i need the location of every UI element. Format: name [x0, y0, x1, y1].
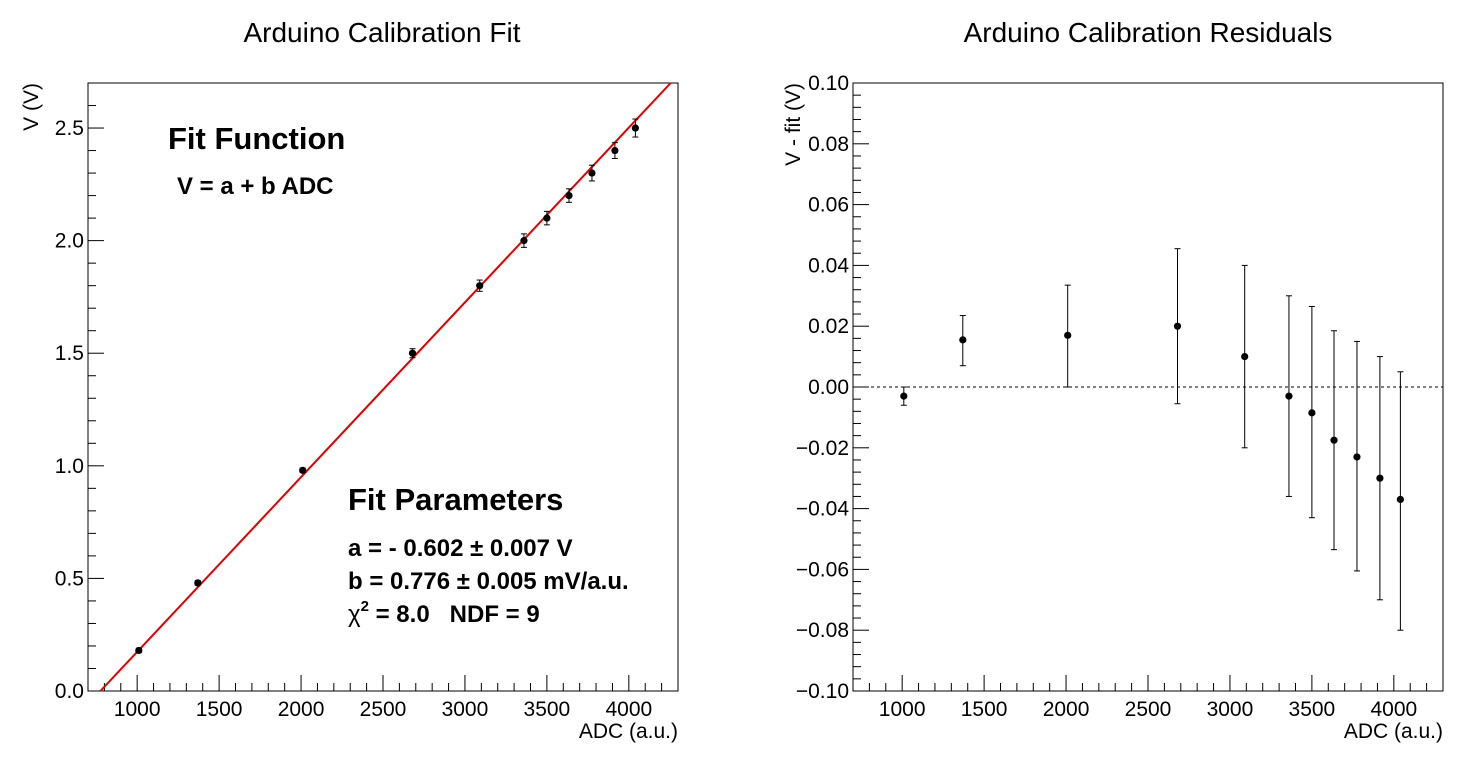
fit-data-point — [135, 646, 143, 655]
chi2-ndf-text: χ2 = 8.0 NDF = 9 — [348, 598, 540, 628]
fit-y-tick-label: 1.5 — [55, 342, 84, 365]
fit-data-points — [135, 118, 639, 655]
fit-line-group — [99, 82, 672, 692]
fit-axis-ticks: 1000 1500 2000 2500 3000 3500 4000 0.0 0.5 1.0 1.5… — [55, 82, 679, 721]
residual-y-tick-label: 0.10 — [808, 72, 849, 95]
fit-panel: Arduino Calibration Fit 1000 1500 2000 2500… — [20, 17, 679, 743]
fit-parameters-heading: Fit Parameters — [348, 482, 563, 517]
fit-data-point — [520, 237, 528, 245]
param-a-text: a = - 0.602 ± 0.007 V — [348, 535, 573, 562]
fit-data-point — [194, 579, 202, 587]
residuals-axis-ticks: 1000 1500 2000 2500 3000 3500 4000 0.10 0.08 0.06… — [796, 72, 1444, 721]
fit-data-point — [565, 191, 573, 200]
residual-x-tick-label: 3500 — [1289, 698, 1336, 721]
fit-data-point — [631, 124, 639, 132]
residual-x-tick-label: 4000 — [1370, 698, 1417, 721]
residuals-chart-title: Arduino Calibration Residuals — [964, 17, 1333, 48]
residual-y-tick-label: −0.10 — [796, 680, 849, 703]
residual-y-tick-label: −0.04 — [796, 498, 849, 521]
fit-y-tick-label: 1.0 — [55, 455, 84, 478]
fit-data-point — [476, 282, 484, 290]
fit-y-tick-label: 0.0 — [55, 680, 84, 703]
fit-y-tick-label: 0.5 — [55, 567, 84, 590]
fit-line — [99, 82, 672, 692]
residual-y-tick-label: 0.04 — [808, 254, 849, 277]
residual-data-point — [1241, 353, 1249, 361]
fit-y-tick-label: 2.0 — [55, 230, 84, 253]
residual-y-tick-label: −0.08 — [796, 619, 849, 642]
param-b-text: b = 0.776 ± 0.005 mV/a.u. — [348, 568, 629, 595]
residual-x-tick-label: 1500 — [961, 698, 1008, 721]
fit-y-axis-label: V (V) — [20, 83, 43, 131]
chi2-ndf-values: = 8.0 NDF = 9 — [369, 601, 540, 628]
residual-y-tick-label: 0.02 — [808, 315, 849, 338]
residual-data-point — [959, 336, 967, 344]
fit-data-point — [408, 349, 417, 357]
residual-y-tick-label: 0.08 — [808, 133, 849, 156]
residual-x-tick-label: 3000 — [1207, 698, 1254, 721]
fit-data-point — [299, 466, 307, 474]
residual-y-tick-label: 0.06 — [808, 194, 849, 217]
residual-x-tick-label: 2500 — [1125, 698, 1172, 721]
residual-data-point — [1285, 392, 1293, 400]
fit-x-tick-label: 1000 — [114, 698, 161, 721]
fit-chart-title: Arduino Calibration Fit — [243, 17, 520, 48]
residual-data-point — [1376, 474, 1384, 482]
fit-x-tick-label: 2500 — [360, 698, 407, 721]
residuals-panel: Arduino Calibration Residuals 1000 1500 20… — [782, 17, 1444, 743]
residual-y-tick-label: −0.06 — [796, 558, 849, 581]
residual-data-point — [1308, 409, 1316, 417]
residuals-x-axis-label: ADC (a.u.) — [1344, 720, 1443, 743]
residual-data-point — [1173, 322, 1182, 330]
fit-data-point — [588, 169, 596, 177]
fit-x-tick-label: 2000 — [278, 698, 325, 721]
residual-y-tick-label: 0.00 — [808, 376, 849, 399]
chi2-symbol: χ — [348, 601, 361, 628]
residuals-data-points — [900, 248, 1404, 631]
fit-x-tick-label: 1500 — [196, 698, 243, 721]
residual-data-point — [1064, 331, 1072, 339]
chi2-exponent: 2 — [361, 598, 369, 615]
residual-data-point — [1330, 436, 1338, 444]
residual-y-tick-label: −0.02 — [796, 437, 849, 460]
fit-function-heading: Fit Function — [168, 121, 345, 156]
fit-data-point — [543, 214, 551, 222]
fit-data-point — [611, 146, 619, 155]
residual-data-point — [1353, 453, 1361, 461]
fit-x-tick-label: 4000 — [605, 698, 652, 721]
fit-x-axis-label: ADC (a.u.) — [579, 720, 678, 743]
fit-function-formula: V = a + b ADC — [177, 173, 334, 200]
residual-data-point — [900, 392, 908, 400]
fit-x-tick-label: 3000 — [442, 698, 489, 721]
fit-x-tick-label: 3500 — [524, 698, 571, 721]
residuals-y-axis-label: V - fit (V) — [782, 83, 805, 166]
residual-x-tick-label: 1000 — [879, 698, 926, 721]
residual-x-tick-label: 2000 — [1043, 698, 1090, 721]
fit-y-tick-label: 2.5 — [55, 117, 84, 140]
residual-data-point — [1396, 495, 1404, 504]
